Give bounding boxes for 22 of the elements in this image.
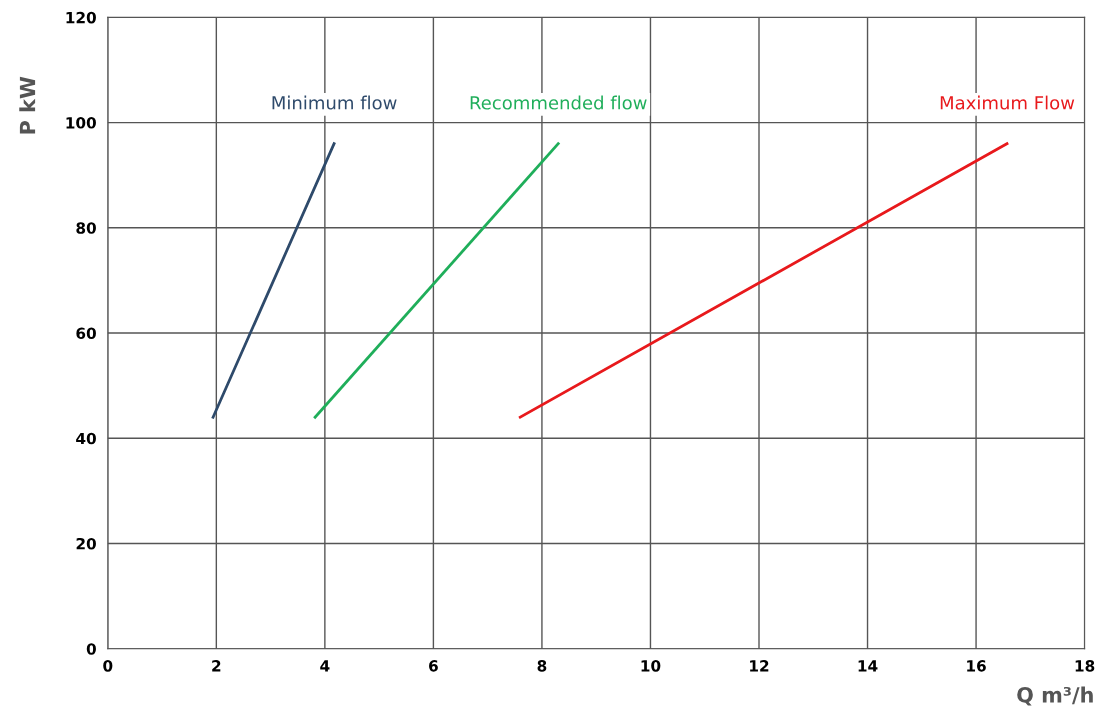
x-axis-title: Q m³/h bbox=[1017, 686, 1093, 706]
x-tick-label: 12 bbox=[750, 660, 769, 672]
x-tick-label: 4 bbox=[320, 660, 330, 672]
x-tick-label: 14 bbox=[858, 660, 878, 672]
y-tick-label: 0 bbox=[86, 643, 96, 655]
y-tick-label: 40 bbox=[76, 432, 96, 445]
x-tick-label: 2 bbox=[212, 660, 221, 672]
x-tick-label: 18 bbox=[1075, 660, 1095, 672]
x-tick-label: 6 bbox=[429, 660, 438, 672]
text: Minimum flow bbox=[272, 95, 397, 110]
y-axis-title: P kW bbox=[19, 76, 36, 134]
x-tick-label: 10 bbox=[641, 660, 661, 672]
x-tick-label: 0 bbox=[103, 660, 113, 672]
y-tick-label: 100 bbox=[66, 117, 96, 129]
text: Recommended flow bbox=[470, 95, 647, 110]
y-tick-label: 20 bbox=[76, 537, 96, 550]
y-tick-label: 120 bbox=[66, 11, 96, 24]
y-tick-label: 60 bbox=[76, 327, 96, 340]
x-tick-label: 16 bbox=[967, 660, 986, 672]
y-tick-label: 80 bbox=[76, 222, 96, 234]
text: Maximum Flow bbox=[940, 95, 1075, 110]
x-tick-label: 8 bbox=[537, 660, 547, 672]
